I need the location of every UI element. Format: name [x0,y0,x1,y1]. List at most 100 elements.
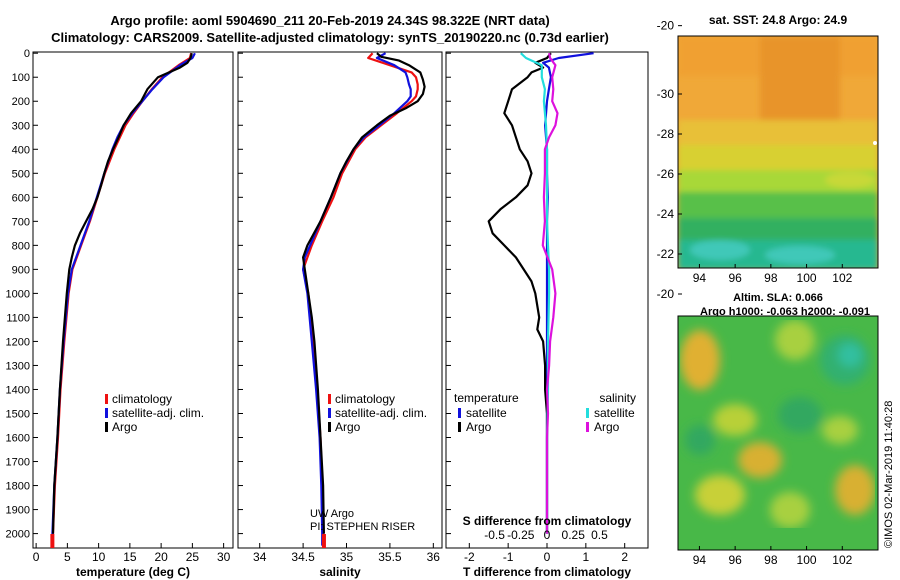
legend-label: Argo [335,420,361,434]
x-tick-label: 5 [64,550,71,564]
series-line-argo [51,52,193,534]
map-lon-label: 96 [728,553,742,567]
s-tick-label: -0.5 [484,528,505,542]
y-tick-label: 600 [12,192,30,204]
y-tick-label: 1200 [6,336,30,348]
panel-difference: -2 -1 0 1 2T difference from climatology temp… [445,51,649,579]
x-tick-label: 0 [544,550,551,564]
y-tick-label: 800 [12,240,30,252]
map-lon-label: 98 [764,271,778,285]
legend-swatch [328,408,331,418]
x-axis-label: temperature (deg C) [76,565,190,579]
x-tick-label: 2 [621,550,628,564]
y-tick-label: 1700 [6,457,30,469]
y-tick-label: 1400 [6,384,30,396]
s-tick-label: 0 [544,528,551,542]
map-lon-label: 102 [832,271,852,285]
x-axis-label: T difference from climatology [463,565,631,579]
legend-label: satellite-adj. clim. [112,406,204,420]
x-tick-label: -2 [464,550,475,564]
x-tick-label: 20 [154,550,168,564]
x-tick-label: 35 [340,550,354,564]
map-lat-label: -24 [657,207,675,221]
y-tick-label: 500 [12,168,30,180]
panel-salinity: 34 34.5 35 35.5 36 salinity climatologysatelli… [237,51,443,579]
x-axis-label: salinity [319,565,361,579]
legend-swatch [328,394,331,404]
profile-panels: 0100200300400500600700800900100011001200… [6,48,649,579]
map-axes: 94 96 98 100 102 -20 -22 -24 -26 -28 -30 94 96 98 100 1… [657,19,853,567]
sst-map-title: sat. SST: 24.8 Argo: 24.9 [708,13,848,27]
map-lon-label: 98 [764,553,778,567]
sla-map-title-1: Altim. SLA: 0.066 [733,292,823,304]
panel-temperature: 0100200300400500600700800900100011001200… [6,48,234,579]
sst-map [678,36,878,268]
map-lat-label: -30 [657,87,675,101]
legend-title-temperature: temperature [454,391,519,405]
legend-swatch [458,408,461,418]
legend-swatch [586,408,589,418]
legend-swatch [105,394,108,404]
x-tick-label: -1 [503,550,514,564]
float-annotation: UW Argo [310,508,354,520]
y-tick-label: 1900 [6,505,30,517]
sla-map-title-2: Argo h1000: -0.063 h2000: -0.091 [700,306,870,318]
legend-label: climatology [112,392,172,406]
climatology-bottom-marker [50,534,55,548]
x-tick-label: 36 [427,550,441,564]
map-lat-label: -26 [657,167,675,181]
float-annotation: PI: STEPHEN RISER [310,521,415,533]
sla-map [678,316,878,550]
y-tick-label: 1300 [6,360,30,372]
legend-label: Argo [594,420,620,434]
panel-frame [237,51,443,549]
map-lon-label: 94 [693,553,707,567]
y-tick-label: 1500 [6,408,30,420]
map-lat-label: -20 [657,19,675,33]
legend-swatch [105,408,108,418]
legend-label: satellite [594,406,635,420]
series-line-argo [302,52,426,534]
legend-swatch [328,422,331,432]
s-tick-label: -0.25 [507,528,535,542]
legend-swatch [586,422,589,432]
y-tick-label: 700 [12,216,30,228]
y-tick-label: 1000 [6,288,30,300]
legend-swatch [458,422,461,432]
legend-title-salinity: salinity [599,391,636,405]
legend-label: Argo [466,420,492,434]
series-line-t-argo [487,52,552,534]
s-tick-label: 0.25 [562,528,586,542]
panel-frame [32,51,234,549]
legend-swatch [105,422,108,432]
map-lat-label: -28 [657,127,675,141]
x-tick-label: 15 [123,550,137,564]
y-tick-label: 0 [24,48,30,60]
x-tick-label: 30 [217,550,231,564]
title-line-2: Climatology: CARS2009. Satellite-adjuste… [51,30,609,45]
x-tick-label: 25 [186,550,200,564]
y-tick-label: 300 [12,120,30,132]
climatology-bottom-marker [321,534,326,548]
x-tick-label: 0 [33,550,40,564]
y-tick-label: 1800 [6,481,30,493]
legend-label: satellite [466,406,507,420]
y-tick-label: 2000 [6,529,30,541]
legend-label: Argo [112,420,138,434]
series-line-s-argo [541,52,559,534]
y-tick-label: 100 [12,72,30,84]
x-tick-label: 35.5 [378,550,402,564]
s-tick-label: 0.5 [591,528,608,542]
legend-label: satellite-adj. clim. [335,406,427,420]
y-tick-label: 1100 [6,312,30,324]
map-lon-label: 94 [693,271,707,285]
map-lon-label: 100 [797,271,817,285]
x-tick-label: 10 [92,550,106,564]
title-line-1: Argo profile: aoml 5904690_211 20-Feb-20… [110,13,550,28]
map-lon-label: 96 [728,271,742,285]
map-lon-label: 100 [797,553,817,567]
x-tick-label: 34 [253,550,267,564]
legend-label: climatology [335,392,395,406]
sst-argo-marker [873,141,877,145]
